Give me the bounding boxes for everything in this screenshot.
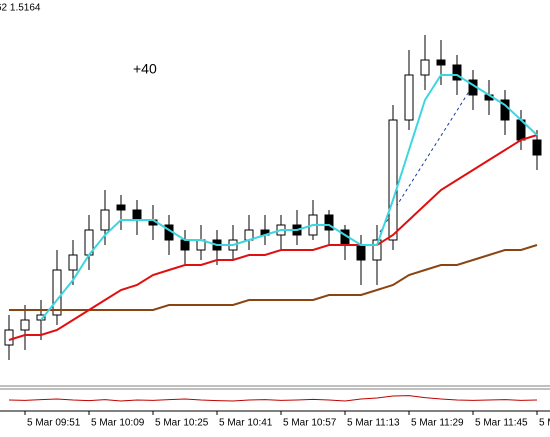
moving-average [9,244,538,311]
x-tick-label: 5 Mar 11:13 [347,418,400,429]
candle-body [180,239,190,251]
candle-body [324,214,334,231]
candle-body [372,239,382,261]
oscillator-line [8,395,538,402]
header-text: 62 1.5164 [0,3,41,14]
x-tick-label: 5 Mar 10:41 [219,418,273,429]
candle-body [20,319,30,331]
candle-body [388,119,398,241]
trend-line [379,89,471,233]
candle-body [436,59,446,66]
x-tick-label: 5 Mar 11:45 [475,418,528,429]
x-tick-label: 5 Mar 10:57 [283,418,337,429]
x-tick-label: 5 Mar 09:51 [27,418,81,429]
candle-body [68,254,78,271]
candle-body [452,64,462,81]
candle-body [356,244,366,261]
candle-body [404,74,414,121]
candle-body [4,329,14,346]
candle-body [132,209,142,221]
candle-body [420,59,430,76]
x-tick-label: 5 Mar 10:25 [155,418,209,429]
x-tick-label: 5 Mar 11:29 [411,418,464,429]
x-tick-label: 5 Mar 12 [539,418,550,429]
moving-average [8,134,538,341]
annotation: +40 [133,61,157,77]
candle-body [52,269,62,316]
moving-average [40,74,538,321]
candle-body [532,139,542,156]
candle-body [100,209,110,231]
x-tick-label: 5 Mar 10:09 [91,418,145,429]
candle-body [116,204,126,211]
